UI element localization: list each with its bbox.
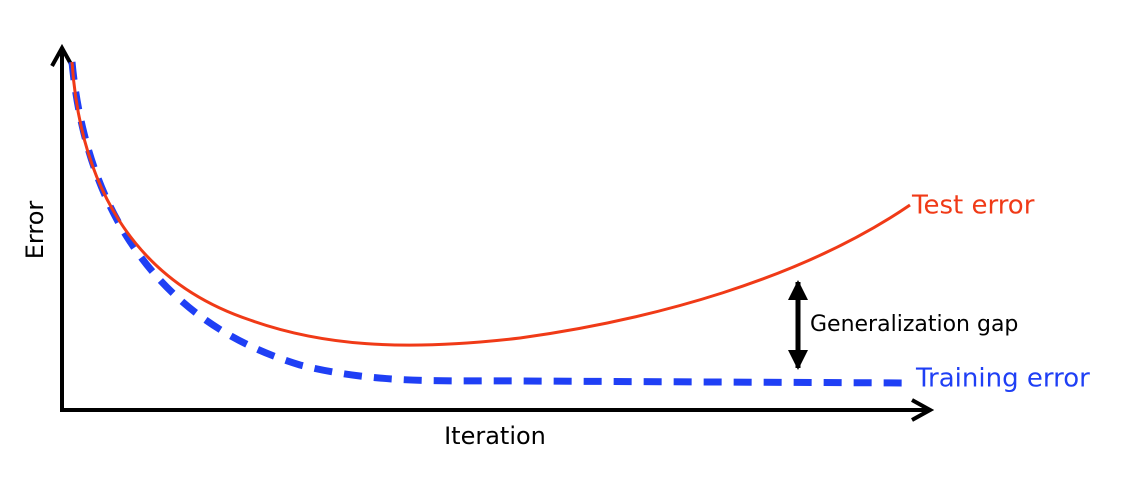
training-label: Training error: [915, 364, 1090, 394]
test-curve: [70, 61, 911, 347]
x-axis-label: Iteration: [444, 422, 546, 450]
training-curve: [68, 61, 911, 387]
test-label: Test error: [911, 191, 1035, 221]
gap-label: Generalization gap: [810, 312, 1018, 337]
y-axis-label: Error: [21, 201, 49, 260]
